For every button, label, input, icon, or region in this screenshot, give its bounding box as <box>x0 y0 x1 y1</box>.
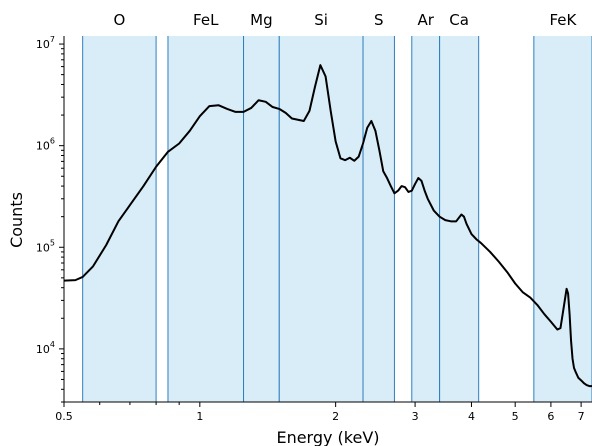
y-tick-exponent: 4 <box>50 340 55 349</box>
y-axis-label: Counts <box>7 192 26 248</box>
y-tick-label: 104 <box>36 340 55 356</box>
x-tick-label: 0.5 <box>55 410 73 423</box>
x-tick-label: 5 <box>512 410 519 423</box>
y-tick-label: 105 <box>36 238 55 254</box>
energy-bands <box>82 36 592 402</box>
band-label: Si <box>314 11 328 29</box>
band-fel <box>167 36 244 402</box>
y-tick-exponent: 7 <box>50 35 55 44</box>
band-labels: O FeL Mg Si S Ar Ca FeK <box>113 11 577 29</box>
x-ticks: 0.5 1 2 3 4 5 6 7 <box>55 402 585 423</box>
x-tick-label: 1 <box>196 410 203 423</box>
band-label: Ar <box>417 11 434 29</box>
band-mg <box>243 36 280 402</box>
y-tick-exponent: 5 <box>50 238 55 247</box>
band-label: O <box>113 11 125 29</box>
band-label: Ca <box>449 11 469 29</box>
x-tick-label: 7 <box>578 410 585 423</box>
x-tick-label: 3 <box>412 410 419 423</box>
x-tick-label: 6 <box>547 410 554 423</box>
band-label: FeL <box>193 11 219 29</box>
y-tick-label: 106 <box>36 137 55 153</box>
band-fek <box>533 36 592 402</box>
y-tick-base: 10 <box>36 140 50 153</box>
band-ar <box>411 36 440 402</box>
y-tick-base: 10 <box>36 343 50 356</box>
y-tick-base: 10 <box>36 241 50 254</box>
x-axis-label: Energy (keV) <box>276 428 379 446</box>
band-label: Mg <box>250 11 272 29</box>
band-label: FeK <box>549 11 577 29</box>
y-tick-exponent: 6 <box>50 137 55 146</box>
y-tick-label: 107 <box>36 35 55 51</box>
band-si <box>279 36 364 402</box>
x-tick-label: 2 <box>332 410 339 423</box>
y-tick-base: 10 <box>36 38 50 51</box>
band-label: S <box>374 11 384 29</box>
spectrum-curve-layer <box>63 64 592 388</box>
band-s <box>363 36 395 402</box>
x-tick-label: 4 <box>468 410 475 423</box>
spectrum-curve <box>63 64 592 388</box>
